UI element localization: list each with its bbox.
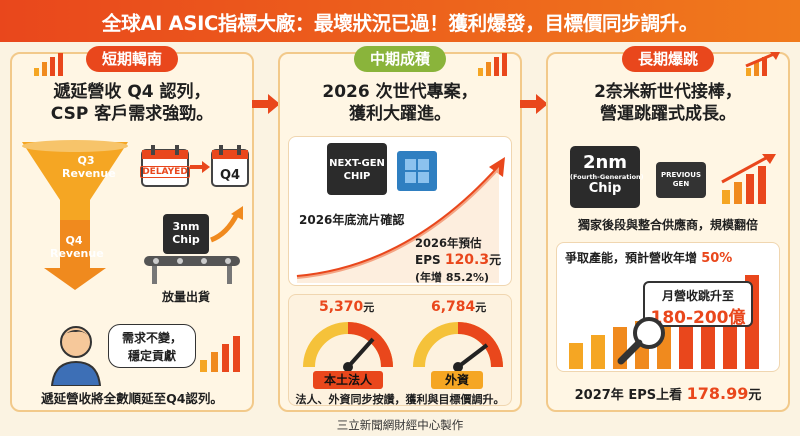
eps-forecast-label: 2026年預估 bbox=[415, 236, 482, 250]
monthly-line-2: 180-200億 bbox=[650, 308, 746, 328]
chip-2nm: 2nm (Fourth-Generation) Chip bbox=[570, 146, 644, 208]
panel-short-term: 短期輵南 遞延營收 Q4 認列， CSP 客戶需求強勁。 Q3 Revenue … bbox=[10, 46, 254, 412]
chip-2nm-gen: (Fourth-Generation) bbox=[570, 173, 644, 181]
eps-value: 120.3 bbox=[444, 252, 490, 268]
eps-growth-card: NEXT-GEN CHIP 2026年底流片確認 2026年預估 EPS 120… bbox=[288, 136, 512, 286]
eps-unit: 元 bbox=[489, 253, 502, 267]
eps-forecast: EPS 120.3元 bbox=[415, 251, 501, 268]
growth-arrow-icon bbox=[210, 206, 243, 243]
foreign-investor-label: 外資 bbox=[431, 371, 483, 389]
magnifier-icon bbox=[617, 317, 665, 365]
flow-arrow-2 bbox=[520, 94, 548, 114]
bubble-line-2: 穩定貢獻 bbox=[127, 349, 176, 363]
eps-2027: 2027年 EPS上看 178.99元 bbox=[548, 384, 788, 403]
foreign-target-price: 6,784元 bbox=[431, 299, 486, 315]
eps-2027-label: 2027年 EPS上看 bbox=[574, 388, 683, 403]
rising-bars-icon bbox=[200, 336, 240, 372]
panel2-header: 中期成積 bbox=[353, 46, 447, 72]
eps-growth: (年增 85.2%) bbox=[415, 271, 490, 284]
circuit-chip-icon bbox=[397, 151, 437, 191]
bubble-line-1: 需求不變， bbox=[121, 331, 182, 345]
gauge-foreign bbox=[413, 322, 503, 371]
panel-long-term: 長期爆跳 2奈米新世代接棒， 營運跳躍式成長。 2nm (Fourth-Gene… bbox=[546, 46, 790, 412]
next-gen-chip: NEXT-GEN CHIP bbox=[327, 143, 387, 195]
panel-mid-term: 中期成積 2026 次世代專案， 獲利大躍進。 NEXT-GEN CHIP 20… bbox=[278, 46, 522, 412]
eps-prefix: EPS bbox=[415, 253, 441, 267]
foreign-price-value: 6,784 bbox=[431, 299, 476, 315]
local-target-price: 5,370元 bbox=[319, 299, 374, 315]
rising-chart-icon bbox=[745, 52, 780, 76]
q4-calendar-label: Q4 bbox=[219, 168, 241, 183]
capacity-pct: 50% bbox=[701, 251, 733, 266]
funnel-icon bbox=[22, 140, 128, 290]
chip-2nm-title: 2nm bbox=[582, 152, 628, 173]
person-icon bbox=[50, 326, 102, 386]
monthly-line-1: 月營收跳升至 bbox=[661, 289, 734, 303]
footer-credit: 三立新聞網財經中心製作 bbox=[336, 418, 464, 432]
revenue-card: 爭取產能，預計營收年增 50% 月營收跳升至 180-200億 bbox=[556, 242, 780, 372]
panel2-bottom-text: 法人、外資同步按讚，獲利與目標價調升。 bbox=[295, 393, 505, 406]
flow-arrow-1 bbox=[252, 94, 280, 114]
capacity-label: 爭取產能，預計營收年增 bbox=[565, 251, 698, 265]
gauge-local bbox=[303, 322, 393, 371]
panel3-subtitle-1: 2奈米新世代接棒， bbox=[594, 82, 742, 102]
calendar-q4-icon bbox=[211, 145, 249, 187]
chip-2nm-label: Chip bbox=[588, 181, 622, 196]
monthly-revenue-callout: 月營收跳升至 180-200億 bbox=[643, 281, 753, 328]
panel1-bottom-text: 遞延營收將全數順延至Q4認列。 bbox=[41, 391, 223, 406]
local-institution-label: 本土法人 bbox=[313, 371, 383, 389]
arrow-right-icon bbox=[190, 161, 210, 173]
panel1-subtitle-1: 遞延營收 Q4 認列， bbox=[53, 82, 211, 102]
local-price-value: 5,370 bbox=[319, 299, 364, 315]
prev-chip-line-2: GEN bbox=[672, 180, 690, 188]
growth-bars-icon bbox=[721, 154, 776, 204]
funnel-top-label: Q3 Revenue bbox=[62, 154, 116, 180]
page-title: 全球AI ASIC指標大廠：最壞狀況已過！獲利爆發，目標價同步調升。 bbox=[101, 12, 699, 35]
speech-bubble: 需求不變， 穩定貢獻 bbox=[108, 324, 196, 368]
foreign-price-unit: 元 bbox=[475, 301, 487, 314]
delayed-stamp: DELAYED bbox=[140, 166, 190, 178]
previous-gen-chip: PREVIOUS GEN bbox=[656, 162, 706, 198]
conveyor-caption: 放量出貨 bbox=[162, 290, 211, 304]
growth-curve bbox=[296, 157, 505, 283]
conveyor-icon bbox=[144, 256, 240, 284]
prev-chip-line-1: PREVIOUS bbox=[660, 171, 701, 179]
local-price-unit: 元 bbox=[363, 301, 375, 314]
mini-bar-chart-icon bbox=[34, 53, 63, 76]
eps-2027-unit: 元 bbox=[748, 388, 762, 403]
capacity-text: 爭取產能，預計營收年增 50% bbox=[565, 249, 732, 266]
panel1-header: 短期輵南 bbox=[85, 46, 179, 72]
panel3-header: 長期爆跳 bbox=[621, 46, 715, 72]
target-price-card: 5,370元 6,784元 本土法人 外資 法人、外資同步按讚，獲利與目標價調升… bbox=[288, 294, 512, 406]
title-banner: 全球AI ASIC指標大廠：最壞狀況已過！獲利爆發，目標價同步調升。 bbox=[0, 0, 800, 42]
panel2-subtitle-1: 2026 次世代專案， bbox=[322, 82, 478, 102]
funnel-bottom-label: Q4 Revenue bbox=[50, 234, 104, 260]
mini-bar-chart-icon bbox=[478, 53, 507, 76]
chip-3nm: 3nm Chip bbox=[163, 214, 209, 254]
eps-2027-value: 178.99 bbox=[686, 384, 749, 403]
exclusive-supplier-text: 獨家後段與整合供應商，規模翻倍 bbox=[577, 218, 758, 232]
panel2-subtitle-2: 獲利大躍進。 bbox=[349, 104, 451, 124]
panel1-subtitle-2: CSP 客戶需求強勁。 bbox=[50, 104, 214, 124]
tapeout-text: 2026年底流片確認 bbox=[299, 213, 405, 227]
panel3-subtitle-2: 營運跳躍式成長。 bbox=[600, 104, 736, 124]
